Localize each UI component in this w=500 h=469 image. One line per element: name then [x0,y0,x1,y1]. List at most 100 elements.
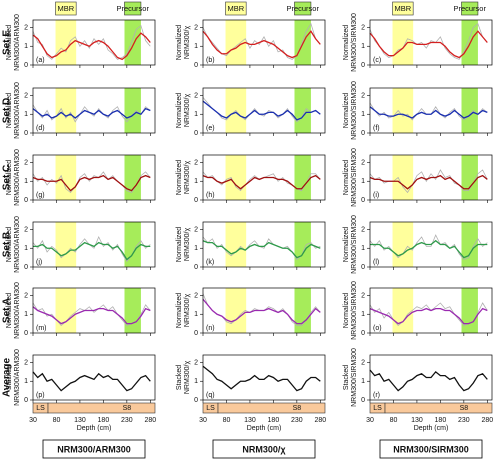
y-tick-label: 0 [194,397,198,404]
y-tick-label: 0 [24,397,28,404]
data-line [369,369,488,392]
data-line [32,24,151,60]
data-line [32,107,151,119]
y-axis-label-line: Normalized [176,93,183,129]
plot-frame [202,354,326,401]
highlight-band [392,88,414,133]
highlight-label-box [461,1,479,16]
y-axis-label-line: NRM300/ARM300 [14,282,21,339]
y-axis-label-line: Normalized [176,160,183,196]
data-line [369,174,488,190]
y-axis-label: NormalizedNRM300/χ [176,93,191,129]
panel-label: (j) [36,259,42,266]
highlight-label-box [124,1,142,16]
x-tick-label: 130 [74,417,86,424]
data-line [202,100,321,121]
y-tick-label: 0 [361,264,365,271]
highlight-label: MBR [228,4,245,13]
y-axis-label-line: Normalized [343,227,350,263]
y-tick-label: 2 [24,359,28,366]
stratum-label: LS [36,405,45,412]
plot-frame [369,87,493,134]
plot-frame [32,354,156,401]
highlight-label: Precursor [286,4,319,13]
stratum-label: S8 [293,405,302,412]
y-tick-label: 0 [194,130,198,137]
highlight-band [225,288,247,333]
y-axis-label-line: NRM300/SIRM300 [351,281,358,340]
y-tick-label: 2 [194,92,198,99]
y-axis-label: NormalizedNRM300/χ [176,293,191,329]
highlight-label: MBR [58,4,75,13]
panel-label: (a) [36,57,45,64]
y-axis-label-line: Normalized [6,93,13,129]
highlight-band [294,88,311,133]
x-tick-label: 30 [29,417,37,424]
data-line [32,306,151,325]
y-tick-label: 2 [24,292,28,299]
highlight-band [225,155,247,200]
y-tick-label: 1 [194,43,198,50]
y-tick-label: 0 [24,62,28,69]
y-tick-label: 2 [194,226,198,233]
highlight-label-box [225,1,247,16]
y-tick-label: 1 [24,245,28,252]
panel-label: (o) [373,325,382,332]
y-tick-label: 1 [194,178,198,185]
panel-label: (g) [36,192,45,199]
y-tick-label: 0 [24,264,28,271]
x-axis-label: Depth (cm) [247,425,282,432]
y-axis-label-line: NRM300/ARM300 [14,149,21,206]
plot-frame [32,19,156,66]
data-line [369,234,488,260]
y-axis-label: StackedNRM300/ARM300 [6,349,21,406]
highlight-band [55,222,77,267]
stratum-label: S8 [123,405,132,412]
y-axis-label-line: Normalized [343,160,350,196]
y-tick-label: 0 [194,330,198,337]
highlight-band [55,88,77,133]
panel-label: (r) [373,392,380,399]
highlight-band [124,155,141,200]
plot-frame [369,154,493,201]
y-tick-label: 1 [24,111,28,118]
y-axis-label-line: Normalized [6,160,13,196]
y-axis-label-line: Normalized [176,227,183,263]
y-tick-label: 2 [361,292,365,299]
panel-label: (k) [206,259,214,266]
y-tick-label: 1 [194,245,198,252]
x-tick-label: 180 [98,417,110,424]
y-axis-label-line: NRM300/ARM300 [14,349,21,406]
column-title: NRM300/SIRM300 [393,444,469,454]
y-axis-label: NormalizedNRM300/SIRM300 [343,281,358,340]
highlight-label-box [392,1,414,16]
panel-label: (e) [206,125,215,132]
y-axis-label: NormalizedNRM300/χ [176,160,191,196]
stratum [217,402,326,414]
highlight-band [392,222,414,267]
data-line [370,239,488,259]
y-axis-label-line: NRM300/SIRM300 [351,81,358,140]
y-axis-label-line: Normalized [176,293,183,329]
data-line [32,32,151,61]
highlight-band [225,222,247,267]
plot-frame [202,287,326,334]
highlight-label: MBR [395,4,412,13]
data-line [202,240,321,259]
x-tick-label: 30 [366,417,374,424]
column-title: NRM300/χ [242,444,286,454]
y-axis-label: NormalizedNRM300/SIRM300 [343,215,358,274]
data-line [369,307,488,325]
x-tick-label: 280 [314,417,326,424]
x-tick-label: 80 [223,417,231,424]
y-axis-label-line: NRM300/SIRM300 [351,148,358,207]
x-axis-label: Depth (cm) [77,425,112,432]
data-line [202,365,321,392]
y-axis-label-line: Stacked [343,365,350,390]
y-tick-label: 2 [194,359,198,366]
y-tick-label: 2 [361,159,365,166]
y-axis-label: NormalizedNRM300/χ [176,227,191,263]
panel-label: (m) [36,325,47,332]
y-tick-label: 1 [194,378,198,385]
